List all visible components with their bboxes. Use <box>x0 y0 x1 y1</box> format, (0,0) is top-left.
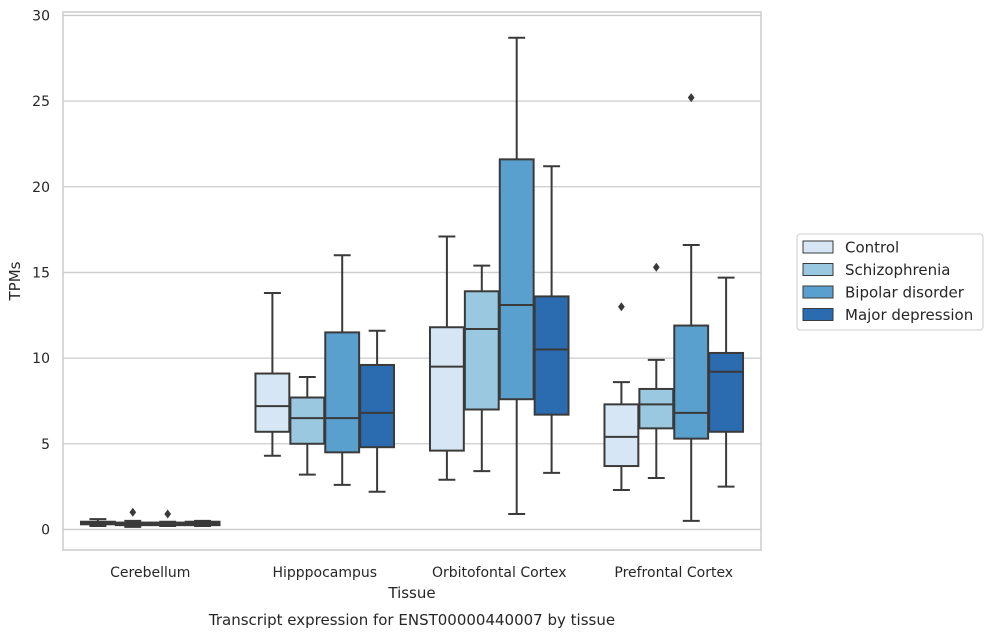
legend-label: Schizophrenia <box>845 261 950 279</box>
box-plot <box>673 93 710 522</box>
box <box>708 351 745 433</box>
box-plot <box>428 235 465 481</box>
box-plot <box>533 165 570 474</box>
box-plot <box>184 519 221 528</box>
x-axis-label: Tissue <box>387 584 435 602</box>
box-plot <box>638 262 675 480</box>
x-tick-label: Prefrontal Cortex <box>614 565 733 581</box>
box-plot <box>114 507 151 528</box>
box-plot <box>289 375 326 476</box>
y-tick-label: 30 <box>32 8 50 24</box>
x-tick-label: Hipppocampus <box>272 565 377 581</box>
outlier-point <box>687 93 695 103</box>
legend-label: Control <box>845 239 899 257</box>
box <box>463 290 500 411</box>
outlier-point <box>618 302 625 312</box>
plot-frame <box>62 11 762 551</box>
y-tick-label: 25 <box>32 94 50 110</box>
box-plot <box>708 276 745 488</box>
y-tick-labels: 0 5 10 15 20 25 30 <box>32 8 50 538</box>
legend-frame <box>796 233 984 331</box>
box-plot <box>79 518 116 528</box>
box-plot <box>324 254 361 486</box>
box-plots <box>79 36 745 528</box>
box <box>359 363 396 449</box>
y-tick-label: 15 <box>32 265 50 281</box>
y-tick-label: 5 <box>41 437 50 453</box>
legend-swatch <box>802 240 834 254</box>
y-tick-label: 20 <box>32 180 50 196</box>
outlier-point <box>652 262 660 272</box>
box <box>254 372 291 433</box>
grid-lines <box>63 14 761 531</box>
outlier-point <box>129 507 137 517</box>
box <box>638 387 675 430</box>
box <box>673 324 710 440</box>
legend-label: Major depression <box>845 306 973 324</box>
y-tick-label: 0 <box>41 522 50 538</box>
y-tick-label: 10 <box>32 351 50 367</box>
box-plot <box>498 36 535 516</box>
box <box>498 158 535 401</box>
legend-label: Bipolar disorder <box>845 284 965 302</box>
box-plot <box>359 329 396 493</box>
legend-swatch <box>802 263 834 276</box>
box-plot <box>463 264 500 473</box>
box-plot <box>149 509 186 528</box>
box <box>533 295 570 416</box>
x-tick-label: Cerebellum <box>110 565 190 581</box>
box-plot <box>254 291 291 457</box>
box-plot <box>603 302 640 492</box>
x-tick-labels: Cerebellum Hipppocampus Orbitofontal Corte… <box>110 565 733 581</box>
box <box>289 396 326 445</box>
y-axis-label: TPMs <box>6 261 24 301</box>
x-tick-label: Orbitofontal Cortex <box>432 565 567 581</box>
box <box>603 403 640 468</box>
legend-swatch <box>802 308 834 321</box>
legend-swatch <box>802 285 834 299</box>
legend: Control Schizophrenia Bipolar disorder Majo… <box>796 233 984 331</box>
outlier-point <box>164 509 172 519</box>
box <box>428 326 465 452</box>
chart-title: Transcript expression for ENST0000044000… <box>208 611 615 629</box>
box <box>324 331 361 454</box>
